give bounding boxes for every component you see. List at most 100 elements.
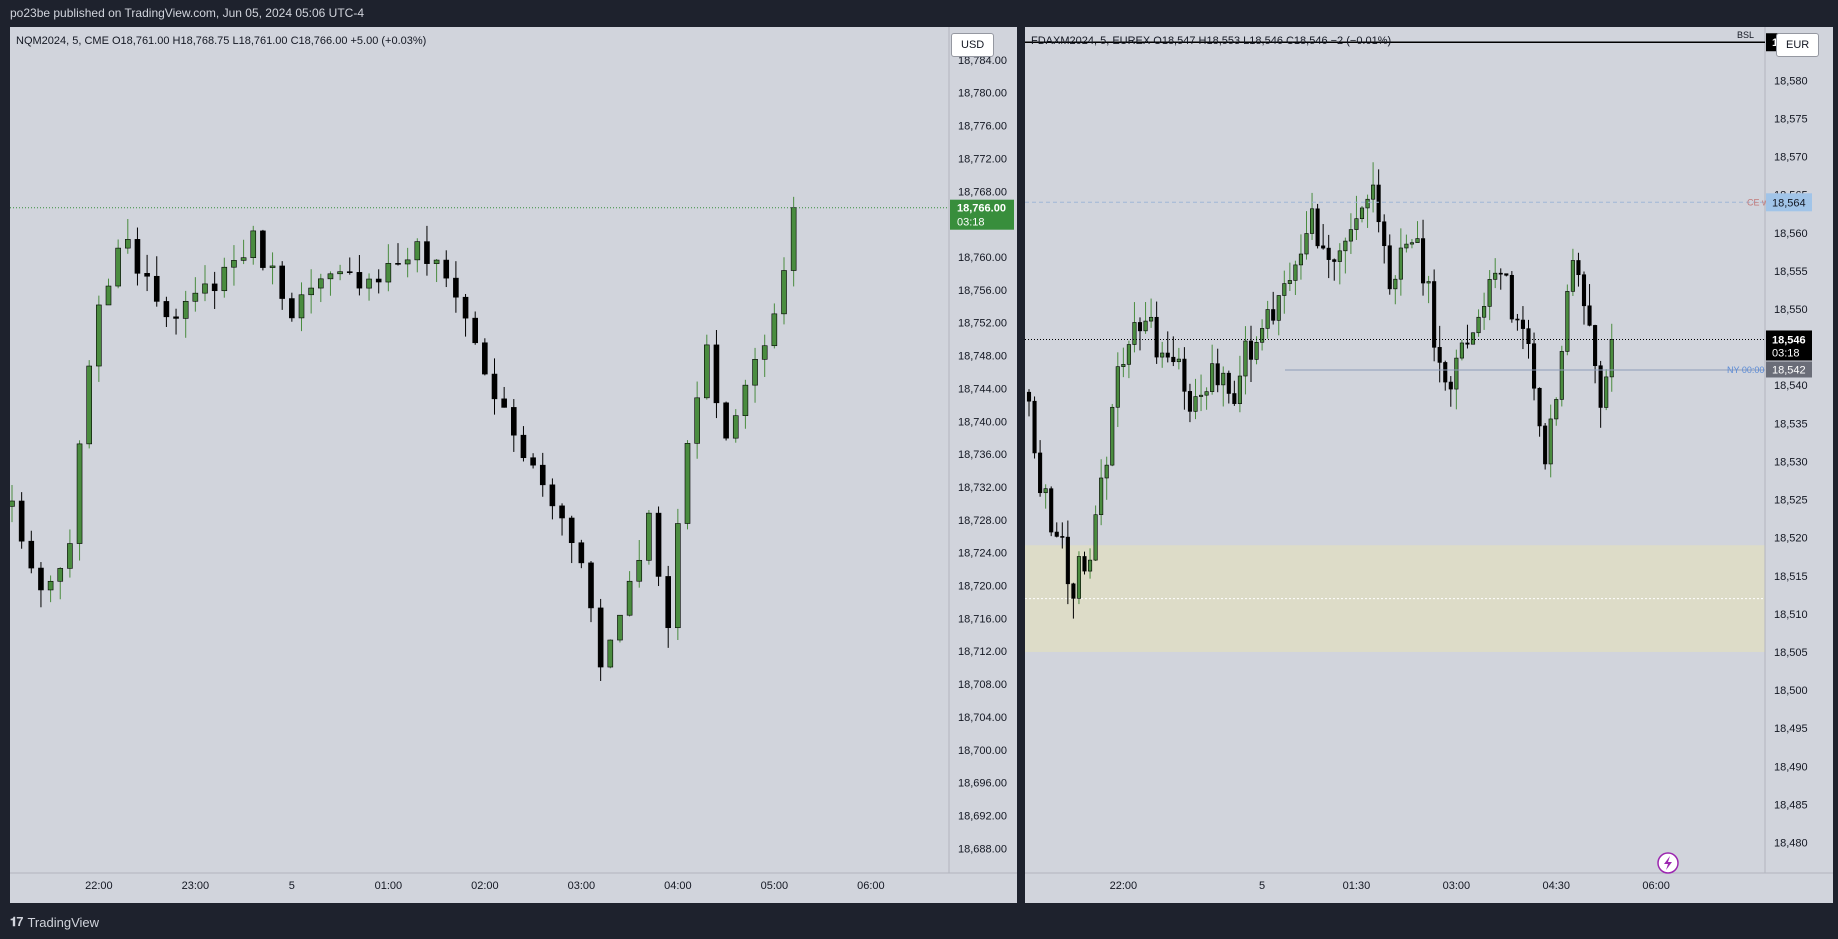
candle <box>752 347 758 403</box>
candle <box>1570 248 1575 297</box>
price-tick-label: 18,540 <box>1774 380 1808 392</box>
price-tick-label: 18,704.00 <box>958 712 1007 724</box>
candle <box>1604 369 1609 411</box>
candle-body <box>1099 477 1104 516</box>
tradingview-logo-icon: 𝟏7 <box>10 914 24 929</box>
candle <box>1182 347 1187 410</box>
candle <box>1537 387 1542 437</box>
candle-body <box>1093 514 1098 561</box>
candle <box>1404 234 1409 253</box>
nq-chart-panel[interactable]: 18,784.00 18,780.00 18,776.00 18,772.00 18,7… <box>10 27 1017 903</box>
candle-body <box>713 344 720 404</box>
candle-body <box>1548 418 1553 465</box>
price-tick-label: 18,530 <box>1774 456 1808 468</box>
candle <box>1293 260 1298 295</box>
candle <box>703 334 710 400</box>
dax-chart-panel[interactable]: 18,58018,57518,57018,56518,56018,55518,5… <box>1025 27 1833 903</box>
candle-body <box>790 207 797 271</box>
time-tick-label: 22:00 <box>85 880 113 892</box>
price-tick-label: 18,580 <box>1774 75 1808 87</box>
candle-body <box>38 567 44 591</box>
time-tick-label: 22:00 <box>1110 880 1138 892</box>
candle-body <box>86 365 92 445</box>
candle <box>1099 459 1104 526</box>
time-tick-label: 03:00 <box>1443 880 1471 892</box>
candle-body <box>646 512 652 561</box>
candle-body <box>1076 556 1082 599</box>
candle-body <box>1420 238 1426 284</box>
candle-body <box>1559 351 1564 400</box>
ny-price-bg <box>1766 361 1812 378</box>
candle <box>1210 344 1215 395</box>
candle-body <box>1593 325 1598 367</box>
candle-body <box>231 260 237 268</box>
candle-body <box>453 277 459 298</box>
candle-body <box>289 298 295 319</box>
candle <box>298 282 305 332</box>
candle-body <box>1387 245 1392 290</box>
candle <box>578 539 585 569</box>
candle <box>211 271 218 309</box>
candle <box>1265 300 1270 339</box>
price-tick-label: 18,688.00 <box>958 843 1007 855</box>
candle-body <box>240 257 247 261</box>
candle <box>1276 295 1281 336</box>
published-header: po23be published on TradingView.com, Jun… <box>0 0 1838 27</box>
candle-body <box>1376 184 1381 223</box>
candle-body <box>1165 352 1170 358</box>
candle-body <box>1204 391 1209 396</box>
candle-body <box>1260 328 1265 343</box>
price-tick-label: 18,500 <box>1774 685 1808 697</box>
lightning-icon[interactable] <box>1657 852 1679 874</box>
candle-body <box>443 259 450 279</box>
time-tick-label: 05:00 <box>761 880 789 892</box>
dax-chart-svg[interactable]: 18,58018,57518,57018,56518,56018,55518,5… <box>1025 27 1833 903</box>
candle <box>1087 548 1093 579</box>
candle <box>1093 505 1098 562</box>
candle <box>1609 323 1614 392</box>
candle <box>67 529 73 578</box>
price-tick-label: 18,480 <box>1774 838 1808 850</box>
nq-currency-button[interactable]: USD <box>951 33 995 57</box>
candle <box>1243 326 1248 395</box>
candle <box>1304 211 1309 260</box>
candle-body <box>125 239 131 249</box>
candle-body <box>1498 272 1503 275</box>
candle-body <box>491 373 498 400</box>
candle <box>501 386 507 408</box>
dax-currency-button[interactable]: EUR <box>1776 33 1820 57</box>
candle-body <box>337 271 343 275</box>
candle <box>1420 219 1426 296</box>
price-tick-label: 18,712.00 <box>958 646 1007 658</box>
candle-body <box>1082 556 1087 572</box>
candle <box>761 334 768 377</box>
candle-body <box>530 457 536 466</box>
candle-body <box>482 342 488 375</box>
candle-body <box>1321 245 1326 249</box>
candle <box>771 303 778 349</box>
candle <box>1337 243 1342 285</box>
price-tick-label: 18,780.00 <box>958 88 1007 100</box>
time-tick-label: 01:00 <box>375 880 403 892</box>
candle-body <box>1038 452 1043 494</box>
candle <box>1215 348 1220 393</box>
candle-body <box>1348 229 1353 242</box>
candle <box>1271 291 1276 325</box>
nq-chart-svg[interactable]: 18,784.00 18,780.00 18,776.00 18,772.00 18,7… <box>10 27 1017 903</box>
candle-body <box>1509 274 1514 320</box>
candle <box>1187 383 1192 423</box>
tradingview-logo[interactable]: 𝟏7 TradingView <box>10 914 99 930</box>
ce-label: CE w <box>1747 197 1769 207</box>
candle-body <box>588 562 594 609</box>
candle-body <box>1604 376 1609 408</box>
candle-body <box>1276 295 1281 321</box>
price-tick-label: 18,550 <box>1774 304 1808 316</box>
candle <box>1315 203 1320 249</box>
candle <box>1221 366 1226 407</box>
price-tick-label: 18,505 <box>1774 647 1808 659</box>
candle-body <box>1171 356 1176 363</box>
candle <box>1348 213 1353 254</box>
time-tick-label: 06:00 <box>1642 880 1670 892</box>
candle-body <box>327 273 334 280</box>
candle-body <box>1215 363 1220 386</box>
